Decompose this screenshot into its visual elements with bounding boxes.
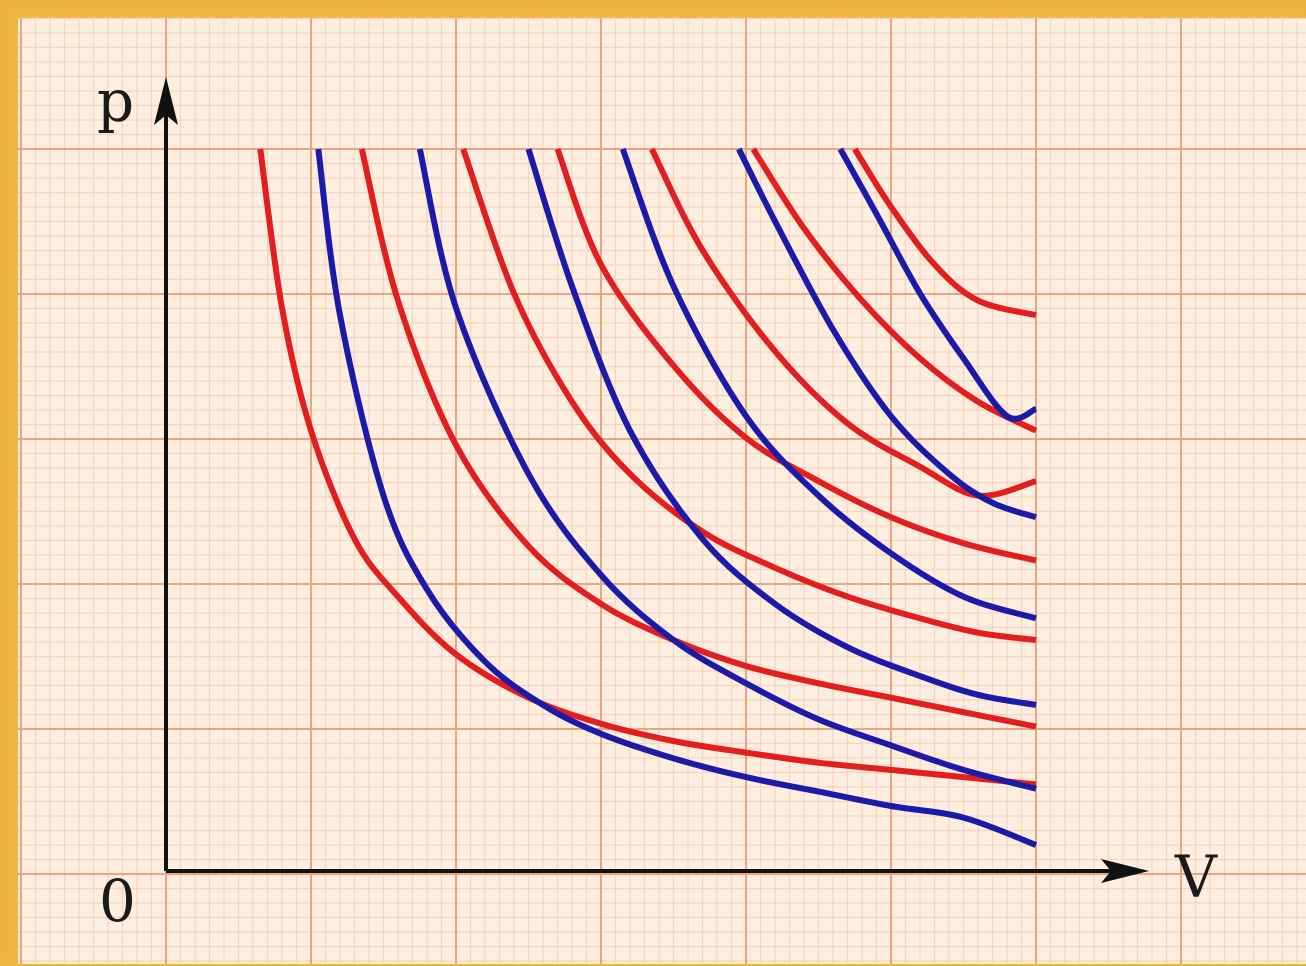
curve-9 [649,147,1037,499]
curve-2 [315,148,1038,848]
curve-10 [736,147,1037,521]
x-axis-arrow-icon [1101,859,1149,883]
curve-11 [750,147,1038,434]
curve-12 [837,147,1038,422]
origin-label: 0 [99,867,136,935]
y-axis-label: p [97,67,134,135]
y-axis-arrow-icon [154,77,178,125]
pv-diagram: p V 0 [18,17,1306,964]
curve-3 [358,148,1037,730]
curve-4 [416,148,1037,792]
major-gridlines [18,18,1306,964]
curve-6 [525,148,1037,708]
curve-7 [554,147,1037,564]
curve-13 [852,147,1037,319]
curve-5 [460,148,1037,643]
graph-paper [18,18,1306,964]
curves [257,147,1038,848]
x-axis-label: V [1174,843,1218,911]
curve-8 [619,147,1037,622]
axes [154,77,1149,883]
